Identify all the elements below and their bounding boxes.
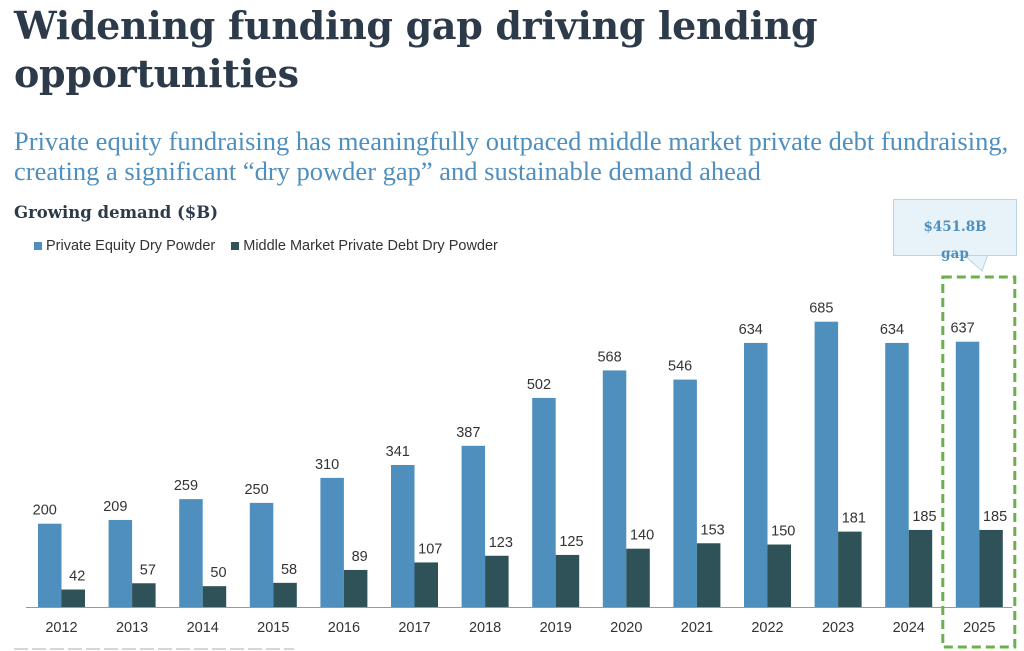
source-footnote [14, 646, 614, 651]
data-label-private-equity-2021: 546 [668, 359, 692, 375]
x-tick-label-2025: 2025 [963, 620, 995, 636]
x-tick-label-2012: 2012 [45, 620, 77, 636]
legend-swatch-private-equity [34, 242, 42, 250]
data-label-private-equity-2018: 387 [456, 425, 480, 441]
source-footnote-clipped [14, 648, 294, 650]
bar-private-debt-2022 [767, 544, 791, 607]
x-tick-label-2013: 2013 [116, 620, 148, 636]
x-tick-label-2023: 2023 [822, 620, 854, 636]
data-label-private-equity-2019: 502 [527, 377, 551, 393]
data-label-private-debt-2024: 185 [912, 509, 936, 525]
data-label-private-equity-2016: 310 [315, 457, 339, 473]
bar-private-debt-2023 [838, 531, 862, 607]
bar-private-debt-2021 [696, 543, 721, 607]
gap-callout-label: gap [941, 246, 969, 262]
bar-private-debt-2016 [343, 569, 368, 607]
data-label-private-equity-2024: 634 [880, 322, 904, 338]
x-tick-label-2024: 2024 [893, 620, 925, 636]
data-label-private-equity-2022: 634 [739, 322, 763, 338]
data-label-private-debt-2013: 57 [140, 562, 156, 578]
bar-private-debt-2013 [132, 583, 156, 607]
bar-private-equity-2019 [532, 397, 556, 607]
page-title: Widening funding gap driving lending opp… [14, 3, 818, 96]
bar-private-debt-2015 [273, 582, 297, 607]
legend-swatch-private-debt [231, 242, 240, 250]
gap-callout-text: $451.8B gap [893, 214, 1017, 268]
bar-private-equity-2013 [108, 519, 133, 607]
data-label-private-debt-2014: 50 [210, 565, 226, 581]
data-label-private-debt-2022: 150 [771, 524, 795, 540]
data-label-private-debt-2021: 153 [701, 522, 725, 538]
bar-private-debt-2024 [908, 529, 933, 607]
data-label-private-debt-2019: 125 [559, 534, 583, 550]
bar-private-equity-2012 [38, 523, 62, 607]
bar-private-equity-2018 [461, 445, 486, 607]
x-tick-label-2014: 2014 [187, 620, 219, 636]
data-label-private-equity-2013: 209 [103, 499, 127, 515]
x-tick-label-2019: 2019 [540, 620, 572, 636]
chart-title: Growing demand ($B) [14, 203, 219, 222]
page-subtitle: Private equity fundraising has meaningfu… [14, 126, 1009, 186]
bar-private-debt-2017 [414, 562, 438, 607]
x-tick-label-2022: 2022 [751, 620, 783, 636]
data-label-private-equity-2015: 250 [244, 482, 268, 498]
legend-label-private-equity: Private Equity Dry Powder [46, 238, 216, 254]
legend-item-private-debt: Middle Market Private Debt Dry Powder [231, 238, 498, 254]
data-label-private-equity-2025: 637 [950, 321, 974, 337]
data-label-private-equity-2012: 200 [33, 503, 57, 519]
data-label-private-equity-2020: 568 [597, 349, 621, 365]
chart-legend: Private Equity Dry Powder Middle Market … [34, 238, 498, 254]
bar-private-equity-2024 [885, 342, 909, 607]
bar-private-debt-2012 [61, 589, 85, 607]
bar-private-equity-2025 [955, 341, 980, 607]
bar-private-equity-2020 [602, 370, 627, 607]
bar-private-debt-2019 [555, 554, 580, 607]
data-label-private-debt-2015: 58 [281, 562, 297, 578]
highlight-dashed-box [941, 275, 1017, 649]
x-tick-label-2021: 2021 [681, 620, 713, 636]
data-label-private-equity-2014: 259 [174, 478, 198, 494]
data-label-private-debt-2018: 123 [489, 535, 513, 551]
bar-private-debt-2014 [202, 586, 227, 607]
x-tick-label-2018: 2018 [469, 620, 501, 636]
bar-private-debt-2025 [979, 529, 1003, 607]
data-label-private-debt-2017: 107 [418, 541, 442, 557]
x-tick-label-2020: 2020 [610, 620, 642, 636]
legend-item-private-equity: Private Equity Dry Powder [34, 238, 215, 254]
legend-label-private-debt: Middle Market Private Debt Dry Powder [243, 238, 498, 254]
data-label-private-debt-2023: 181 [842, 511, 866, 527]
bar-private-equity-2017 [391, 464, 415, 607]
data-label-private-equity-2017: 341 [386, 444, 410, 460]
bar-private-equity-2023 [814, 321, 839, 607]
data-label-private-debt-2025: 185 [983, 509, 1007, 525]
bar-private-debt-2020 [626, 548, 650, 607]
data-label-private-debt-2020: 140 [630, 528, 654, 544]
data-label-private-equity-2023: 685 [809, 301, 833, 317]
data-label-private-debt-2012: 42 [69, 569, 85, 585]
bar-private-equity-2014 [179, 499, 203, 607]
bar-private-equity-2022 [744, 342, 768, 607]
gap-callout-value: $451.8B [923, 219, 987, 235]
x-tick-label-2015: 2015 [257, 620, 289, 636]
x-tick-label-2016: 2016 [328, 620, 360, 636]
data-label-private-debt-2016: 89 [352, 549, 368, 565]
gap-callout-box [893, 199, 1017, 256]
bar-private-debt-2018 [485, 555, 509, 607]
bar-private-equity-2021 [673, 379, 697, 607]
bar-private-equity-2015 [249, 502, 274, 607]
x-tick-label-2017: 2017 [398, 620, 430, 636]
bar-private-equity-2016 [320, 477, 344, 607]
